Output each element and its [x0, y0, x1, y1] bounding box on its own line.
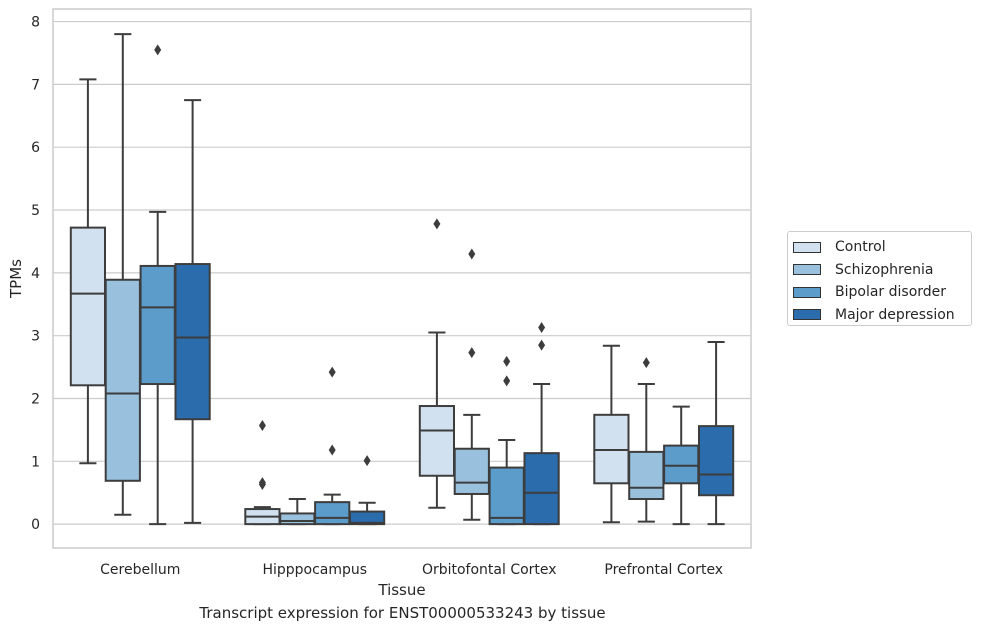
box-3-3 [697, 340, 735, 526]
y-tick-label-3: 3 [31, 329, 40, 345]
box-iqr [104, 278, 141, 482]
y-tick-label-8: 8 [31, 15, 40, 31]
x-tick-label-3: Prefrontal Cortex [604, 562, 723, 578]
box-2-0 [139, 44, 176, 526]
legend-label-schizophrenia: Schizophrenia [835, 261, 934, 278]
outlier-point [468, 347, 476, 359]
box-iqr [697, 425, 735, 497]
box-iqr [279, 512, 316, 526]
y-axis-ticks: 0 1 2 3 4 5 6 7 8 [31, 15, 40, 534]
box-3-2 [523, 322, 560, 526]
box-iqr [453, 447, 490, 495]
box-1-0 [104, 33, 141, 516]
outlier-point [258, 420, 266, 431]
box-2-1 [314, 366, 351, 526]
outlier-point [642, 357, 650, 369]
outlier-point [258, 477, 266, 489]
x-axis-ticks: Cerebellum Hipppocampus Orbitofontal Corte… [100, 562, 723, 578]
box-1-3 [628, 357, 665, 523]
box-3-1 [348, 455, 386, 526]
outlier-point [433, 218, 441, 230]
x-tick-label-2: Orbitofontal Cortex [422, 562, 557, 578]
outlier-point [154, 44, 162, 56]
box-iqr [69, 226, 107, 387]
box-2-2 [488, 355, 525, 526]
outlier-point [468, 248, 476, 260]
legend-item-major-depression: Major depression [793, 304, 971, 327]
y-tick-label-5: 5 [31, 203, 40, 219]
y-tick-label-0: 0 [31, 517, 40, 533]
plot-area [69, 33, 735, 526]
x-tick-label-1: Hipppocampus [262, 562, 367, 578]
legend-item-bipolar-disorder: Bipolar disorder [793, 281, 971, 304]
legend-item-schizophrenia: Schizophrenia [793, 259, 971, 282]
box-0-1 [244, 420, 281, 526]
y-tick-label-4: 4 [31, 266, 40, 282]
outlier-point [363, 455, 371, 467]
y-tick-label-2: 2 [31, 391, 40, 407]
outlier-point [538, 339, 546, 351]
box-iqr [314, 501, 351, 526]
plot-frame [52, 8, 752, 549]
box-iqr [348, 510, 386, 526]
legend-swatch-major-depression [793, 309, 821, 321]
chart-caption: Transcript expression for ENST0000053324… [199, 604, 606, 622]
box-iqr [628, 450, 665, 500]
box-0-3 [593, 344, 630, 524]
box-1-2 [453, 248, 490, 521]
outlier-point [328, 444, 336, 456]
box-3-0 [174, 99, 211, 524]
y-axis-label: TPMs [7, 259, 25, 299]
box-iqr [488, 466, 525, 526]
outlier-point [538, 322, 546, 333]
legend-label-major-depression: Major depression [835, 306, 955, 323]
y-tick-label-1: 1 [31, 454, 40, 470]
legend-item-control: Control [793, 236, 971, 259]
legend: Control Schizophrenia Bipolar disorder M… [787, 231, 972, 326]
box-iqr [418, 405, 456, 477]
legend-label-control: Control [835, 239, 886, 256]
x-tick-label-0: Cerebellum [100, 562, 180, 578]
legend-label-bipolar-disorder: Bipolar disorder [835, 284, 947, 301]
box-2-3 [663, 405, 700, 526]
y-tick-label-7: 7 [31, 77, 40, 93]
outlier-point [328, 366, 336, 378]
box-iqr [523, 452, 560, 526]
legend-swatch-control [793, 241, 821, 253]
box-1-1 [279, 498, 316, 526]
box-iqr [174, 263, 211, 421]
box-iqr [663, 444, 700, 485]
y-tick-label-6: 6 [31, 140, 40, 156]
outlier-point [503, 355, 511, 367]
box-iqr [139, 264, 176, 386]
legend-swatch-bipolar-disorder [793, 286, 821, 298]
box-0-2 [418, 218, 456, 509]
box-0-0 [69, 78, 107, 465]
outlier-point [503, 375, 511, 387]
x-axis-label: Tissue [377, 581, 425, 599]
legend-swatch-schizophrenia [793, 264, 821, 276]
